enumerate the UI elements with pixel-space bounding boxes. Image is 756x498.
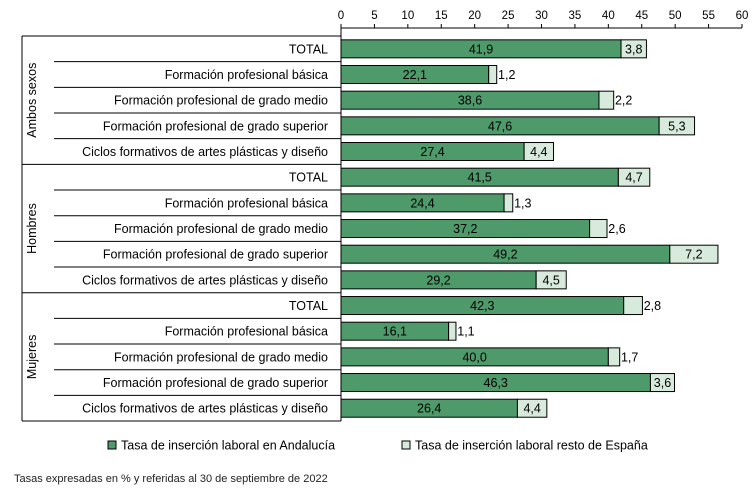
category-label: Formación profesional de grado superior [103,119,328,133]
x-tick-label: 30 [535,10,548,22]
category-label: Formación profesional básica [165,325,328,339]
x-tick-label: 15 [435,10,448,22]
x-tick-label: 5 [371,10,377,22]
x-tick-label: 40 [602,10,615,22]
x-tick-label: 20 [468,10,481,22]
data-label-andalucia: 26,4 [417,402,441,416]
data-label-andalucia: 42,3 [470,299,494,313]
data-label-resto: 4,7 [625,171,642,185]
data-label-andalucia: 16,1 [383,325,407,339]
data-label-resto: 5,3 [668,119,685,133]
x-tick-label: 60 [736,10,749,22]
bar-resto [598,90,615,110]
category-label: Ciclos formativos de artes plásticas y d… [82,145,328,159]
data-label-resto: 1,2 [498,68,515,82]
data-label-resto: 2,2 [615,94,632,108]
legend-label-andalucia: Tasa de inserción laboral en Andalucía [121,439,335,453]
data-label-resto: 3,8 [625,42,642,56]
data-label-resto: 4,5 [542,273,559,287]
bar-resto [649,373,675,393]
data-label-andalucia: 47,6 [488,119,512,133]
group-label: Mujeres [25,335,39,379]
bar-resto [523,142,555,162]
category-labels: TOTAL Formación profesional básica Formaci… [54,42,341,416]
x-tick-label: 50 [669,10,682,22]
bar-resto [448,321,457,341]
data-label-andalucia: 40,0 [462,350,486,364]
bars: 41,9 3,8 22,1 1,2 38,6 2,2 47,6 5,3 27,4 4,4 41,5 4… [340,39,719,418]
x-tick-label: 45 [635,10,648,22]
category-label: Ciclos formativos de artes plásticas y d… [82,402,328,416]
x-tick-label: 0 [338,10,344,22]
legend-swatch-resto [401,440,411,450]
category-label: TOTAL [289,299,328,313]
legend-swatch-andalucia [107,440,117,450]
category-label: Ciclos formativos de artes plásticas y d… [82,273,328,287]
category-label: Formación profesional de grado superior [103,376,328,390]
data-label-andalucia: 38,6 [458,94,482,108]
x-tick-label: 10 [401,10,414,22]
legend-label-resto: Tasa de inserción laboral resto de Españ… [415,439,648,453]
data-label-resto: 1,3 [514,196,531,210]
data-label-andalucia: 29,2 [426,273,450,287]
category-label: Formación profesional de grado medio [114,222,328,236]
bar-resto [503,193,514,213]
bar-resto [607,347,621,367]
legend: Tasa de inserción laboral en Andalucía Ta… [107,439,648,453]
data-label-andalucia: 37,2 [453,222,477,236]
category-label: Formación profesional de grado medio [114,94,328,108]
group-label: Hombres [25,203,39,254]
data-label-resto: 3,6 [654,376,671,390]
bar-resto [620,39,647,59]
bar-resto [488,65,498,85]
data-label-resto: 2,6 [608,222,625,236]
data-label-andalucia: 27,4 [420,145,444,159]
bar-resto [617,167,651,187]
x-tick-label: 35 [569,10,582,22]
data-label-resto: 1,7 [621,350,638,364]
data-label-andalucia: 49,2 [493,248,517,262]
data-label-andalucia: 41,5 [468,171,492,185]
data-label-resto: 1,1 [457,325,474,339]
bar-resto [535,270,567,290]
bar-resto [658,116,696,136]
category-label: TOTAL [289,42,328,56]
bar-resto [589,219,608,239]
bar-resto [669,244,719,264]
category-label: Formación profesional básica [165,196,328,210]
data-label-resto: 4,4 [530,145,547,159]
footnote: Tasas expresadas en % y referidas al 30 … [14,473,328,485]
group-labels: Ambos sexos Hombres Mujeres [21,35,341,422]
x-tick-label: 55 [702,10,715,22]
category-label: Formación profesional básica [165,68,328,82]
data-label-resto: 7,2 [685,248,702,262]
data-label-resto: 4,4 [523,402,540,416]
group-label: Ambos sexos [25,63,39,138]
bar-resto [516,398,548,418]
x-tick-label: 25 [502,10,515,22]
category-label: TOTAL [289,171,328,185]
category-label: Formación profesional de grado superior [103,248,328,262]
data-label-resto: 2,8 [644,299,661,313]
category-label: Formación profesional de grado medio [114,350,328,364]
data-label-andalucia: 24,4 [410,196,434,210]
data-label-andalucia: 41,9 [469,42,493,56]
bar-resto [623,296,643,316]
data-label-andalucia: 46,3 [484,376,508,390]
data-label-andalucia: 22,1 [403,68,427,82]
